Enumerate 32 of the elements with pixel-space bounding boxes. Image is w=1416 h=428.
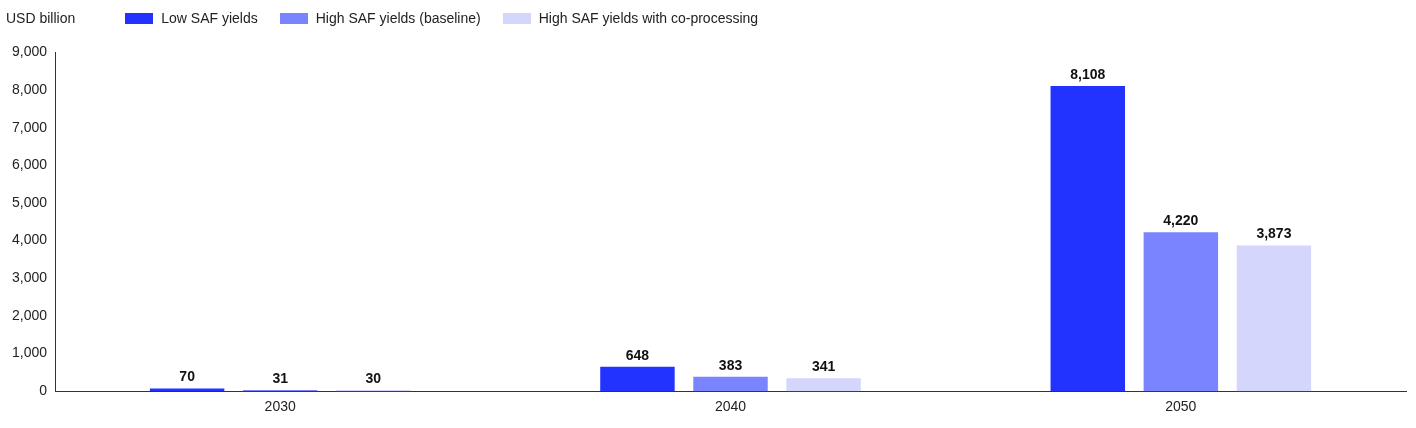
y-tick-label: 4,000 [11, 231, 48, 248]
x-tick-label: 2040 [714, 398, 747, 415]
x-tick-label: 2050 [1165, 398, 1197, 415]
y-tick-label: 6,000 [11, 156, 48, 173]
y-tick-label: 7,000 [11, 118, 48, 135]
bar [786, 378, 861, 392]
data-label: 70 [179, 368, 196, 385]
data-label: 648 [625, 346, 650, 363]
y-tick-label: 8,000 [11, 80, 48, 97]
legend-label: Low SAF yields [161, 10, 258, 26]
data-label: 383 [718, 356, 743, 373]
data-label: 4,220 [1163, 212, 1199, 229]
data-label: 31 [272, 369, 289, 386]
y-axis-title: USD billion [6, 10, 76, 26]
y-tick-label: 5,000 [11, 193, 48, 210]
data-label: 8,108 [1070, 65, 1106, 82]
data-label: 30 [365, 369, 382, 386]
bar [1143, 232, 1219, 392]
y-tick-label: 9,000 [11, 43, 48, 60]
y-tick-label: 1,000 [11, 344, 48, 361]
bar [1050, 85, 1125, 392]
y-tick-label: 0 [39, 382, 48, 399]
y-tick-label: 3,000 [11, 269, 48, 286]
legend-label: High SAF yields (baseline) [315, 10, 481, 26]
x-tick-label: 2030 [264, 398, 296, 415]
bar [693, 376, 768, 392]
y-tick-label: 2,000 [11, 306, 48, 323]
data-label: 3,873 [1256, 225, 1292, 242]
data-label: 341 [811, 358, 836, 375]
bar [1236, 245, 1312, 392]
bar [600, 366, 675, 392]
legend-label: High SAF yields with co-processing [538, 10, 759, 26]
